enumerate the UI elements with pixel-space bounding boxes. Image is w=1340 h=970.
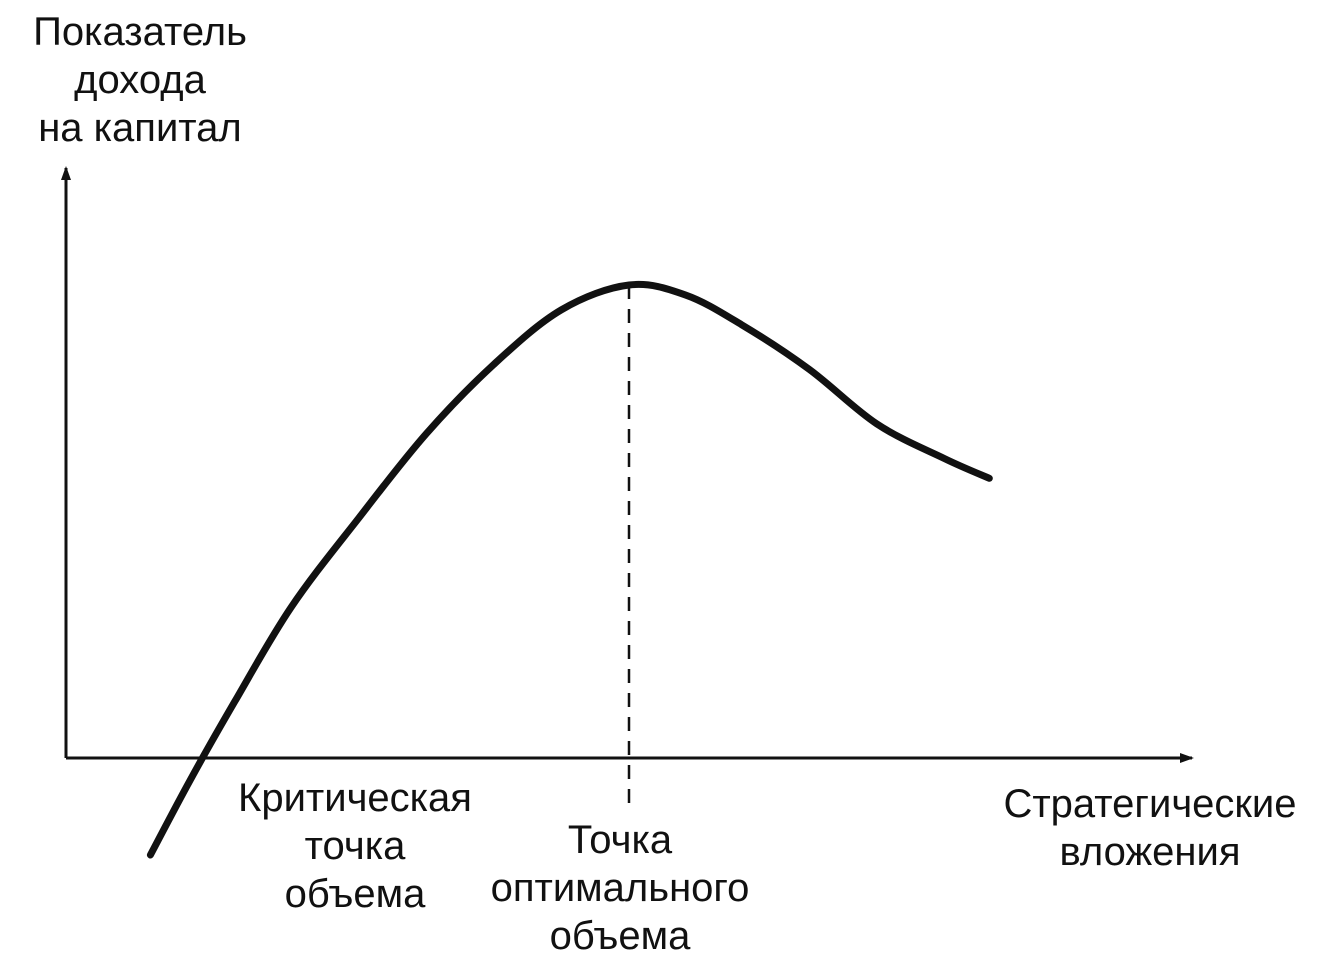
- annotation-line: точка: [304, 824, 406, 868]
- y-axis-label-line: на капитал: [38, 106, 242, 150]
- y-axis-label-line: Показатель: [33, 10, 247, 54]
- annotation-line: Точка: [567, 818, 673, 862]
- y-axis-label-line: дохода: [74, 58, 206, 102]
- x-axis-label: Стратегические вложения: [960, 780, 1340, 876]
- x-axis-label-line: вложения: [1059, 830, 1241, 874]
- annotation-line: объема: [549, 914, 691, 958]
- x-axis-label-line: Стратегические: [1003, 782, 1297, 826]
- optimal-point-annotation: Точка оптимального объема: [440, 816, 800, 960]
- annotation-line: объема: [284, 872, 426, 916]
- annotation-line: оптимального: [490, 866, 750, 910]
- y-axis-label: Показатель дохода на капитал: [0, 8, 280, 152]
- annotation-line: Критическая: [238, 776, 472, 820]
- revenue-curve-line: [146, 280, 993, 859]
- critical-point-annotation: Критическая точка объема: [200, 774, 510, 918]
